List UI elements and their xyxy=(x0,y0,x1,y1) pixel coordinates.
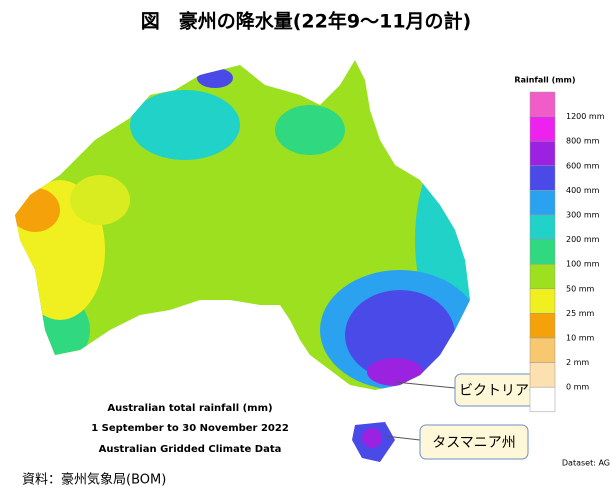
legend-swatch xyxy=(529,165,556,191)
legend-swatch xyxy=(529,116,556,142)
legend-swatch xyxy=(529,263,556,290)
source: 資料：豪州気象局(BOM) xyxy=(22,472,166,488)
title: 図 豪州の降水量(22年9～11月の計) xyxy=(141,10,471,33)
map: ビクトリア州 タスマニア州 xyxy=(15,60,548,462)
legend-label: 100 mm xyxy=(566,260,600,269)
legend-label: 600 mm xyxy=(566,161,600,170)
caption: Australian total rainfall (mm) xyxy=(107,403,272,414)
legend: Rainfall (mm) 1200 mm 800 mm 600 mm 400 mm 3… xyxy=(514,76,605,413)
legend-swatch xyxy=(529,239,556,265)
legend-label: 400 mm xyxy=(566,186,600,195)
legend-swatch xyxy=(529,140,556,167)
legend-label: 50 mm xyxy=(566,284,595,293)
legend-swatch xyxy=(529,214,556,240)
legend-swatch xyxy=(529,313,556,339)
callout-box xyxy=(419,424,529,460)
callout: ビクトリア州 xyxy=(459,383,543,399)
caption: 1 September to 30 November 2022 xyxy=(91,423,289,434)
legend-label: 10 mm xyxy=(566,334,595,343)
dataset: Dataset: AG xyxy=(562,459,610,468)
legend-label: 800 mm xyxy=(566,137,600,146)
legend-swatch xyxy=(529,386,556,413)
legend-label: 25 mm xyxy=(566,309,595,318)
legend-label: 0 mm xyxy=(566,383,589,392)
legend-swatch xyxy=(529,337,556,363)
legend-label: 200 mm xyxy=(566,235,600,244)
callout: タスマニア州 xyxy=(432,435,516,451)
legend-label: 300 mm xyxy=(566,211,600,220)
legend-title: Rainfall (mm) xyxy=(514,76,575,85)
legend-swatch xyxy=(529,190,556,216)
legend-swatch xyxy=(529,362,556,388)
legend-label: 1200 mm xyxy=(566,112,605,121)
legend-swatch xyxy=(529,91,556,117)
caption: Australian Gridded Climate Data xyxy=(99,444,282,455)
legend-label: 2 mm xyxy=(566,358,589,367)
legend-swatch xyxy=(529,288,556,314)
